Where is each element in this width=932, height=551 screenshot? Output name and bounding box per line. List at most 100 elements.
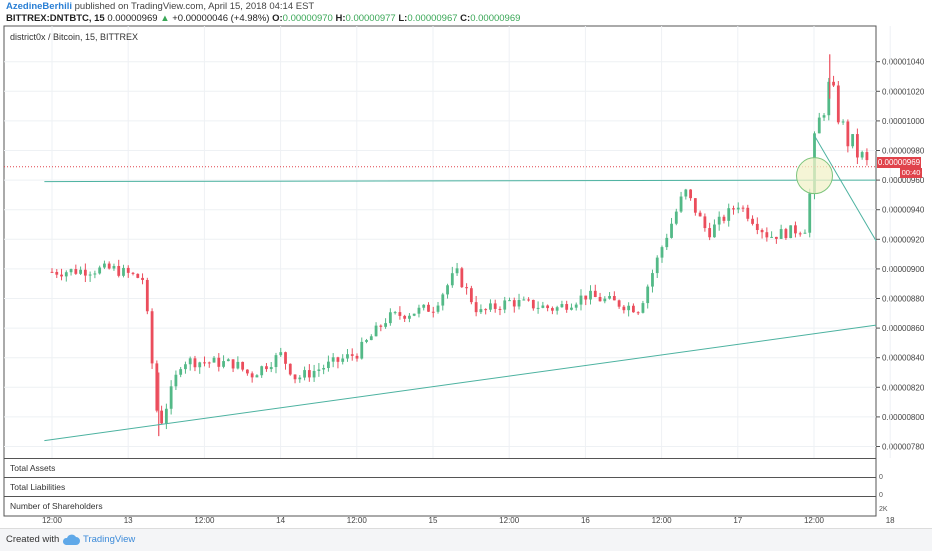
tradingview-link[interactable]: TradingView — [83, 534, 136, 545]
candle-body — [703, 216, 707, 229]
candle-body — [269, 367, 273, 370]
candle-body — [741, 207, 745, 209]
candle-body — [164, 408, 168, 424]
candle-body — [498, 308, 502, 310]
x-tick-label: 15 — [428, 516, 438, 525]
candle-body — [307, 370, 311, 378]
candle-body — [83, 269, 87, 276]
candle-body — [617, 300, 621, 307]
candle-body — [222, 361, 225, 367]
candle-body — [384, 323, 387, 327]
candle-body — [331, 357, 335, 362]
author-name[interactable]: AzedineBerhili — [6, 1, 72, 12]
candle-body — [188, 358, 192, 365]
candle-body — [474, 302, 478, 313]
candle-body — [646, 286, 650, 304]
candle-body — [145, 279, 149, 312]
candle-body — [555, 307, 559, 311]
up-triangle-icon: ▲ — [160, 13, 170, 24]
candle-body — [584, 295, 588, 300]
plot-border — [3, 25, 877, 517]
x-tick-label: 18 — [885, 516, 895, 525]
candle-body — [131, 272, 135, 274]
candle-body — [250, 373, 254, 378]
candle-body — [827, 81, 831, 116]
x-tick-label: 16 — [580, 516, 590, 525]
candle-body — [198, 362, 202, 368]
price-chart[interactable]: 0.00000780 0.00000800 0.00000820 0.00000840… — [0, 0, 932, 528]
candle-body — [346, 354, 349, 359]
candle-body — [484, 309, 488, 311]
candle-body — [708, 228, 712, 238]
candle-body — [574, 304, 578, 308]
candle-body — [541, 305, 545, 308]
candle-body — [689, 189, 692, 199]
candle-body — [632, 305, 635, 313]
candle-body — [288, 363, 292, 375]
candle-body — [93, 273, 97, 275]
candle-body — [450, 273, 454, 286]
candle-body — [50, 271, 54, 273]
candle-body — [117, 265, 121, 276]
candle-body — [608, 296, 611, 299]
candle-body — [589, 290, 592, 300]
candle-body — [512, 300, 516, 307]
symbol-label: district0x / Bitcoin, 15, BITTREX — [10, 32, 139, 42]
y-tick-label: 0.00000920 — [882, 235, 925, 244]
pane-total-liabilities[interactable]: Total Liabilities — [4, 477, 876, 495]
candle-body — [774, 236, 778, 239]
candle-body — [798, 233, 802, 235]
candle-body — [184, 364, 187, 370]
candle-body — [803, 232, 807, 234]
pane-total-assets[interactable]: Total Assets — [4, 458, 876, 476]
candle-body — [713, 224, 716, 238]
candle-body — [603, 298, 607, 302]
candle-body — [465, 287, 469, 289]
y-tick-label: 0.00000840 — [882, 354, 925, 363]
ticker-label: BITTREX:DNTBTC, 15 — [6, 13, 105, 24]
x-tick-label: 13 — [123, 516, 133, 525]
candle-body — [508, 300, 511, 302]
candle-body — [846, 121, 850, 147]
candle-body — [522, 299, 526, 301]
candle-body — [627, 305, 631, 311]
candle-body — [779, 229, 783, 239]
candle-body — [231, 359, 235, 369]
y-tick-label: 0.00000960 — [882, 176, 925, 185]
candle-body — [336, 357, 340, 362]
candle-body — [746, 207, 750, 219]
candle-body — [679, 196, 683, 212]
pane-number-of-shareholders[interactable]: Number of Shareholders — [4, 496, 876, 514]
candle-body — [460, 268, 464, 288]
candle-body — [303, 370, 306, 378]
candle-body — [393, 312, 397, 314]
last-price-badge: 0.00000969 — [877, 157, 921, 168]
candle-body — [174, 374, 178, 387]
candle-body — [279, 352, 283, 356]
candle-body — [446, 285, 449, 295]
candle-body — [374, 325, 378, 337]
candle-body — [265, 366, 268, 370]
candle-body — [693, 198, 697, 213]
candle-body — [260, 366, 264, 376]
trendline — [814, 135, 877, 242]
candle-body — [212, 357, 216, 363]
candle-body — [398, 312, 402, 316]
candle-body — [598, 297, 602, 302]
candle-body — [74, 269, 78, 274]
candle-body — [107, 263, 111, 269]
candle-body — [855, 134, 859, 158]
pane-label: Number of Shareholders — [10, 501, 103, 511]
candle-body — [593, 290, 597, 298]
y-tick-label: 0.00000900 — [882, 265, 925, 274]
candle-body — [698, 212, 702, 217]
footer: Created with TradingView — [0, 528, 932, 551]
candle-body — [536, 307, 540, 309]
candle-body — [822, 115, 826, 118]
candle-body — [546, 305, 550, 309]
y-tick-label: 0.00001040 — [882, 58, 925, 67]
candle-body — [674, 211, 678, 224]
candle-body — [636, 312, 640, 314]
candle-body — [817, 117, 821, 134]
candle-body — [469, 288, 473, 303]
